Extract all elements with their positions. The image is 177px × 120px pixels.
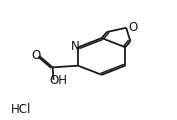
- Text: HCl: HCl: [11, 103, 31, 116]
- Text: OH: OH: [50, 74, 68, 87]
- Text: N: N: [71, 40, 80, 53]
- Text: O: O: [128, 21, 138, 34]
- Text: O: O: [32, 49, 41, 62]
